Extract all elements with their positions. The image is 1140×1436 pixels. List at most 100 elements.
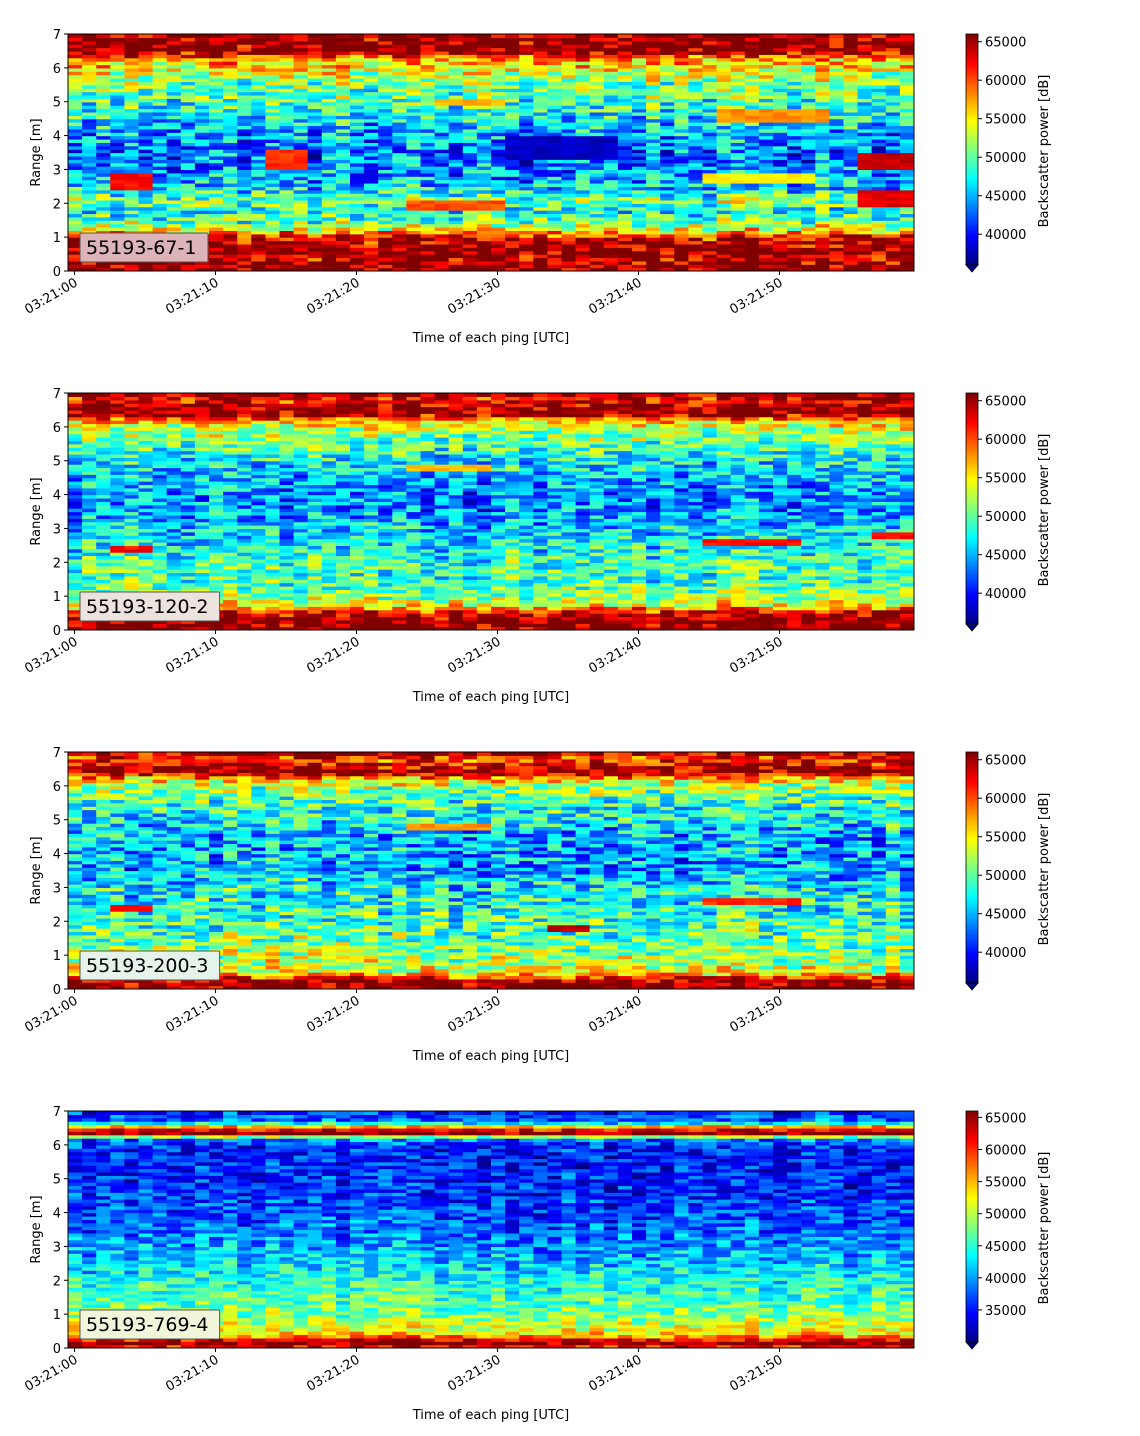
heatmap-cell bbox=[885, 61, 901, 66]
heatmap-cell bbox=[646, 189, 661, 194]
heatmap-cell bbox=[617, 247, 633, 252]
heatmap-cell bbox=[68, 552, 83, 557]
heatmap-cell bbox=[660, 189, 675, 194]
heatmap-cell bbox=[773, 216, 788, 221]
heatmap-cell bbox=[392, 250, 407, 255]
heatmap-cell bbox=[406, 162, 422, 167]
heatmap-cell bbox=[96, 162, 111, 167]
heatmap-cell bbox=[293, 34, 309, 38]
heatmap-cell bbox=[688, 94, 704, 99]
heatmap-cell bbox=[237, 145, 252, 150]
heatmap-cell bbox=[251, 162, 266, 167]
heatmap-cell bbox=[899, 254, 914, 259]
heatmap-cell bbox=[899, 78, 914, 82]
heatmap-cell bbox=[166, 182, 182, 187]
heatmap-cell bbox=[773, 203, 788, 208]
heatmap-cell bbox=[378, 135, 393, 140]
heatmap-cell bbox=[491, 94, 506, 99]
heatmap-cell bbox=[138, 569, 154, 574]
heatmap-cell bbox=[82, 403, 97, 408]
heatmap-cell bbox=[110, 186, 125, 191]
heatmap-cell bbox=[378, 138, 393, 143]
heatmap-cell bbox=[491, 101, 506, 106]
heatmap-cell bbox=[829, 166, 845, 171]
heatmap-cell bbox=[82, 122, 97, 127]
heatmap-cell bbox=[364, 226, 379, 231]
heatmap-cell bbox=[96, 94, 111, 99]
heatmap-cell bbox=[406, 237, 422, 242]
heatmap-cell bbox=[519, 105, 534, 110]
heatmap-cell bbox=[180, 491, 196, 496]
heatmap-cell bbox=[646, 81, 661, 86]
heatmap-cell bbox=[223, 216, 238, 221]
heatmap-cell bbox=[166, 579, 182, 584]
heatmap-cell bbox=[321, 166, 337, 171]
heatmap-cell bbox=[758, 98, 774, 103]
heatmap-cell bbox=[335, 67, 351, 72]
heatmap-cell bbox=[476, 196, 492, 201]
heatmap-cell bbox=[68, 423, 83, 428]
heatmap-cell bbox=[124, 264, 140, 269]
heatmap-cell bbox=[632, 57, 647, 62]
heatmap-cell bbox=[448, 94, 464, 99]
heatmap-cell bbox=[68, 67, 83, 72]
heatmap-cell bbox=[646, 37, 661, 42]
heatmap-cell bbox=[843, 237, 859, 242]
heatmap-cell bbox=[716, 88, 732, 93]
heatmap-cell bbox=[96, 61, 111, 66]
heatmap-cell bbox=[462, 50, 478, 55]
heatmap-cell bbox=[124, 98, 140, 103]
heatmap-cell bbox=[321, 233, 337, 238]
heatmap-cell bbox=[505, 138, 520, 143]
heatmap-cell bbox=[829, 230, 845, 235]
colorbar-segment bbox=[966, 39, 978, 43]
heatmap-cell bbox=[307, 98, 323, 103]
heatmap-cell bbox=[632, 166, 647, 171]
heatmap-cell bbox=[110, 433, 125, 438]
heatmap-cell bbox=[68, 447, 83, 452]
heatmap-cell bbox=[166, 525, 182, 530]
heatmap-cell bbox=[660, 111, 675, 116]
heatmap-cell bbox=[110, 423, 125, 428]
heatmap-cell bbox=[646, 54, 661, 59]
heatmap-cell bbox=[448, 176, 464, 181]
heatmap-cell bbox=[152, 149, 168, 154]
heatmap-cell bbox=[138, 166, 154, 171]
heatmap-cell bbox=[68, 122, 83, 127]
heatmap-cell bbox=[307, 193, 323, 198]
heatmap-cell bbox=[68, 142, 83, 147]
heatmap-cell bbox=[787, 233, 802, 238]
heatmap-cell bbox=[293, 257, 309, 262]
heatmap-cell bbox=[688, 189, 704, 194]
heatmap-cell bbox=[462, 237, 478, 242]
heatmap-cell bbox=[575, 169, 591, 174]
heatmap-cell bbox=[547, 142, 563, 147]
heatmap-cell bbox=[82, 264, 97, 269]
heatmap-cell bbox=[223, 122, 238, 127]
heatmap-cell bbox=[857, 182, 873, 187]
heatmap-cell bbox=[716, 199, 732, 204]
heatmap-cell bbox=[392, 78, 407, 82]
heatmap-cell bbox=[434, 71, 450, 76]
heatmap-cell bbox=[815, 84, 830, 89]
heatmap-cell bbox=[152, 453, 168, 458]
heatmap-cell bbox=[124, 528, 140, 533]
heatmap-cell bbox=[589, 172, 605, 177]
heatmap-cell bbox=[758, 193, 774, 198]
heatmap-cell bbox=[96, 115, 111, 120]
heatmap-cell bbox=[773, 213, 788, 218]
heatmap-cell bbox=[82, 172, 97, 177]
heatmap-cell bbox=[152, 548, 168, 553]
heatmap-cell bbox=[223, 182, 238, 187]
heatmap-cell bbox=[392, 84, 407, 89]
heatmap-cell bbox=[152, 210, 168, 215]
heatmap-cell bbox=[96, 260, 111, 265]
heatmap-cell bbox=[434, 254, 450, 259]
heatmap-cell bbox=[138, 260, 154, 265]
heatmap-cell bbox=[293, 61, 309, 66]
heatmap-cell bbox=[251, 128, 266, 133]
heatmap-cell bbox=[829, 101, 845, 106]
heatmap-cell bbox=[815, 67, 830, 72]
heatmap-cell bbox=[787, 44, 802, 49]
heatmap-cell bbox=[491, 108, 506, 113]
